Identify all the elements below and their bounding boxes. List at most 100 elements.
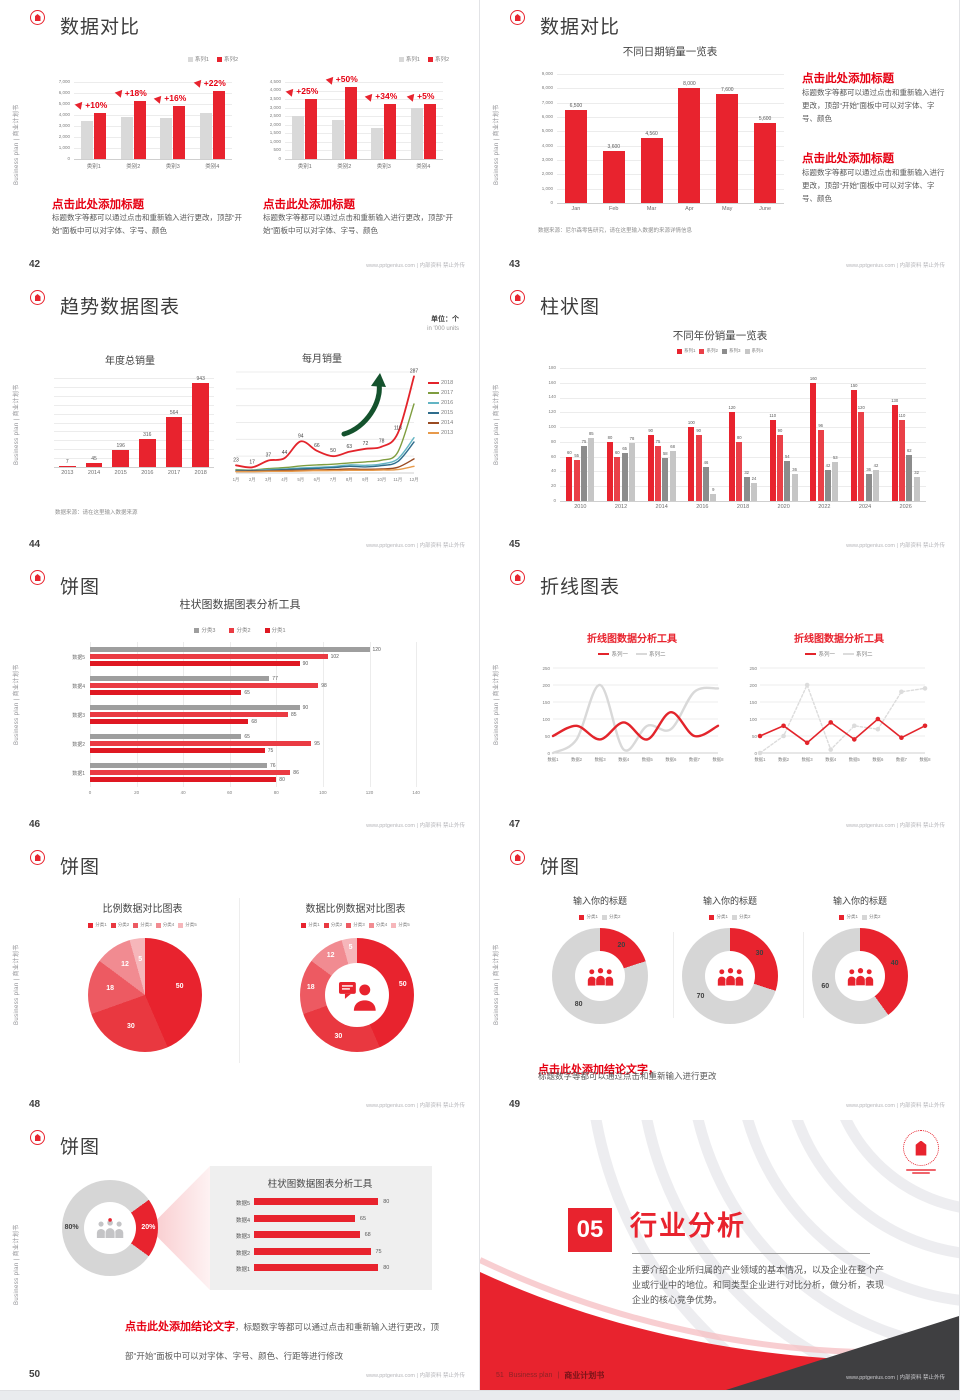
divider [632, 1253, 870, 1254]
footer-left: 51 Business plan | 商业计划书 [496, 1370, 604, 1381]
y-axis-label: 0 [278, 155, 281, 161]
y-axis-label: 1,000 [58, 144, 70, 150]
legend-item: 分类1 [301, 922, 320, 928]
bar-chart: 0 20 40 60 80 100 120 140 160 180 60 80 90 100 120 110 1… [544, 360, 932, 512]
sidebar-vertical-text: Business plan | 商业计划书 [494, 104, 500, 185]
x-axis-line [560, 501, 926, 502]
gridline [54, 386, 214, 388]
slide-47[interactable]: 折线图表 Business plan | 商业计划书 折线图数据分析工具 系列一… [480, 560, 960, 841]
slide-45[interactable]: 柱状图 Business plan | 商业计划书 不同年份销量一览表 系列1 系… [480, 280, 960, 561]
chart-legend: 分类1 分类2 分类3 分类4 分类5 [55, 922, 230, 928]
legend-marker [732, 914, 737, 920]
percent-label: +34% [358, 90, 406, 102]
gridline [560, 456, 926, 458]
gridline [74, 148, 232, 149]
gridline [54, 413, 214, 415]
x-axis-label: Apr [685, 206, 694, 212]
gridline [557, 188, 784, 190]
slide-46[interactable]: 饼图 Business plan | 商业计划书 柱状图数据图表分析工具 分类3… [0, 560, 480, 841]
slice-label: 80 [574, 1001, 583, 1008]
value-label: 65 [359, 1215, 367, 1222]
y-axis-label: 1,000 [541, 185, 553, 191]
gridline [285, 107, 443, 109]
y-axis-label: 4,500 [269, 78, 281, 84]
legend-marker [709, 914, 715, 920]
up-arrow-icon [114, 87, 126, 98]
bar [112, 449, 129, 467]
svg-text:150: 150 [542, 700, 550, 705]
bar [710, 494, 717, 501]
bar [305, 99, 318, 159]
y-axis-label: 4,000 [58, 111, 70, 117]
value-label: 86 [293, 769, 299, 776]
legend-marker [155, 922, 161, 928]
value-label: 80 [607, 434, 613, 440]
y-axis-label: 7,000 [541, 99, 553, 105]
slide-48[interactable]: 饼图 Business plan | 商业计划书 比例数据对比图表 分类1 分类2… [0, 840, 480, 1121]
sidebar-vertical-text: Business plan | 商业计划书 [14, 664, 20, 745]
conclusion-heading: 点击此处添加结论文字， [538, 1064, 659, 1076]
svg-text:23: 23 [233, 457, 239, 463]
y-axis-label: 40 [550, 468, 556, 474]
block-heading: 点击此处添加标题 [52, 199, 144, 211]
bar [588, 438, 595, 501]
value-label: 120 [728, 405, 736, 411]
value-label: 943 [196, 376, 205, 383]
legend-label: 2018 [441, 380, 454, 386]
slide-50[interactable]: 饼图 Business plan | 商业计划书 20% 80% 柱状图数据图表分… [0, 1120, 480, 1391]
bar [716, 94, 739, 203]
brand-logo-icon [30, 1130, 45, 1145]
slide-44[interactable]: 趋势数据图表 Business plan | 商业计划书 单位：个 in '00… [0, 280, 480, 561]
category-label: 数据3 [72, 712, 85, 719]
x-axis-label: 类别1 [297, 164, 312, 170]
bar [817, 430, 824, 501]
gridline [560, 427, 926, 429]
legend-item: 分类2 [862, 914, 881, 920]
bar [90, 770, 291, 775]
legend-marker [602, 914, 607, 920]
legend-marker [428, 381, 439, 385]
y-axis-label: 0 [550, 199, 553, 205]
up-arrow-icon [193, 77, 205, 89]
legend-label: 分类1 [95, 922, 107, 927]
legend-label: 分类3 [140, 922, 152, 927]
chart-title: 比例数据对比图表 [102, 904, 183, 915]
x-axis-label: 140 [412, 790, 420, 795]
y-axis-label: 180 [548, 364, 556, 370]
page-title: 饼图 [60, 857, 101, 878]
value-label: 80 [383, 1265, 390, 1271]
page-number: 48 [29, 1099, 41, 1110]
divider [239, 898, 240, 1063]
pie-chart: 50 30 18 12 5 [88, 938, 202, 1052]
y-axis-label: 5,000 [541, 128, 553, 134]
footer-text: www.pptgenius.com | 内部资料 禁止外传 [366, 823, 465, 829]
slide-42[interactable]: 数据对比 Business plan | 商业计划书 系列1 系列2 0 1,000… [0, 0, 480, 281]
svg-text:17: 17 [249, 459, 255, 465]
data-source-note: 数据来源：尼尔森零售研究，请在这里输入数据的来源详情信息 [538, 228, 693, 234]
legend-marker [427, 56, 433, 62]
svg-text:数据4: 数据4 [825, 756, 837, 763]
chart-title: 柱状图数据图表分析工具 [179, 599, 301, 611]
value-label: 110 [769, 412, 777, 418]
slide-43[interactable]: 数据对比 Business plan | 商业计划书 不同日期销量一览表 0 1,… [480, 0, 960, 281]
value-label: 95 [314, 740, 320, 747]
bar [628, 443, 636, 501]
legend-item: 系列1 [398, 55, 420, 63]
svg-text:200: 200 [542, 683, 550, 688]
legend-item: 系列4 [744, 348, 763, 354]
line-chart: 1月 2月 3月 4月 5月 6月 7月 8月 9月 10月 11月 12月 23 17 37 44 94 66 5… [230, 364, 422, 484]
bar [90, 661, 300, 666]
logo-text-line [912, 1172, 930, 1174]
page-number: 42 [29, 259, 41, 270]
slide-49[interactable]: 饼图 Business plan | 商业计划书 输入你的标题 分类1 分类2 2… [480, 840, 960, 1121]
line-chart-svg: 1月 2月 3月 4月 5月 6月 7月 8月 9月 10月 11月 12月 23 17 37 44 94 66 5… [233, 368, 419, 483]
legend-label: 分类5 [398, 922, 410, 927]
bar [292, 116, 305, 159]
value-label: 102 [330, 653, 339, 660]
gridline [369, 642, 371, 787]
value-label: 53 [832, 454, 838, 460]
slide-51-section-cover[interactable]: 05 行业分析 主要介绍企业所归属的产业领域的基本情况，以及企业在整个产业或行业… [480, 1120, 960, 1391]
value-label: 65 [622, 446, 628, 451]
donut-chart: 50 30 18 12 5 [300, 938, 414, 1052]
block-body: 标题数字等都可以通过点击和重新输入进行更改，顶部“开始”面板中可以对字体、字号、… [52, 213, 242, 236]
